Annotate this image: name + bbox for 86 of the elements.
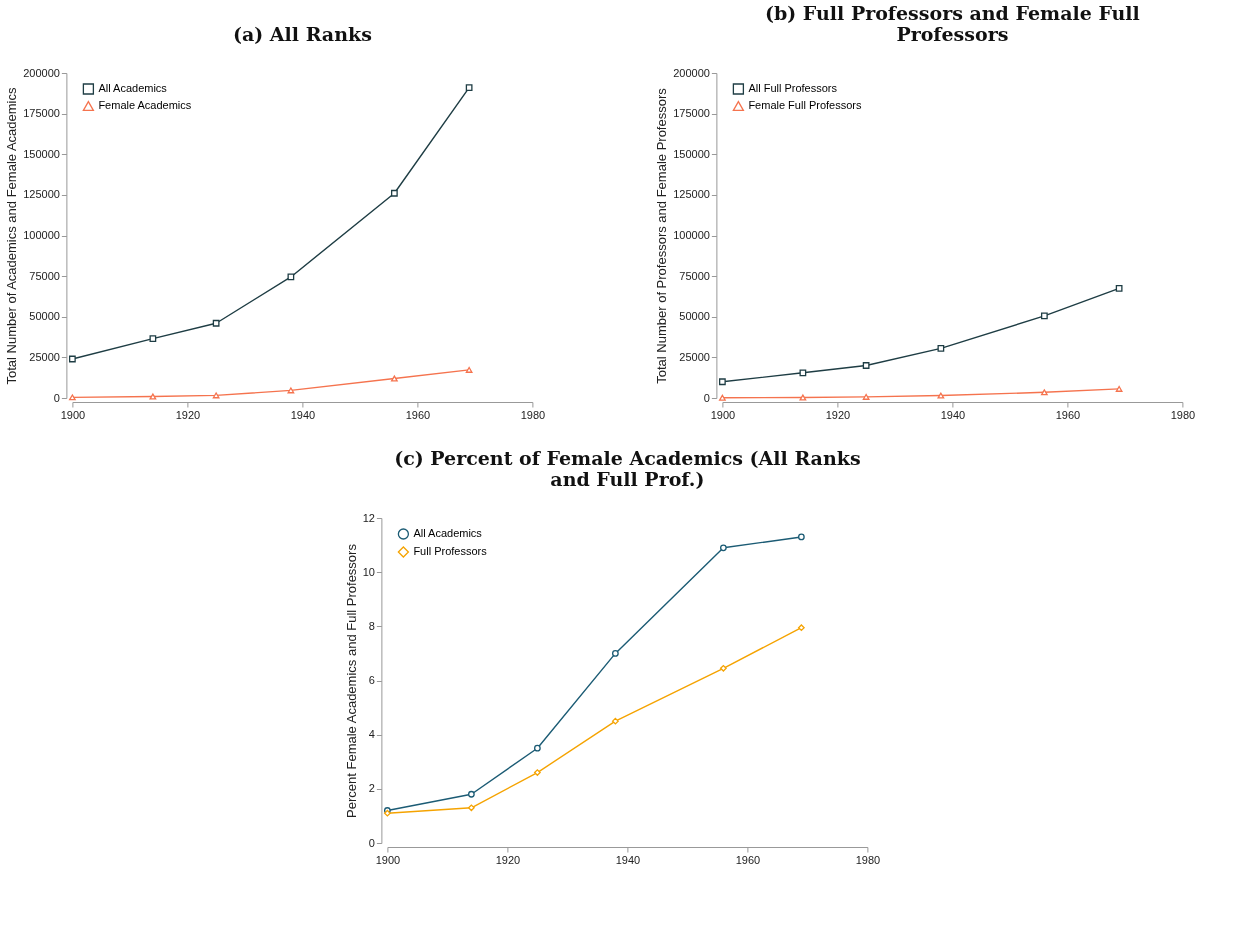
point — [1040, 389, 1048, 396]
point — [611, 650, 619, 657]
point — [611, 717, 619, 725]
legend-label: Female Academics — [98, 99, 192, 111]
y-tick-label: 200000 — [23, 66, 60, 79]
x-tick-label: 1900 — [60, 408, 86, 421]
point — [149, 393, 157, 400]
y-tick-label: 0 — [53, 391, 60, 404]
y-tick-label: 25000 — [29, 350, 60, 363]
point — [799, 394, 807, 401]
x-tick-label: 1980 — [520, 408, 546, 421]
y-tick-label: 175000 — [673, 107, 710, 120]
point — [797, 624, 805, 632]
legend-label: Full Professors — [413, 545, 488, 557]
y-tick-label: 150000 — [673, 147, 710, 160]
y-tick-label: 150000 — [23, 147, 60, 160]
point — [465, 366, 473, 373]
point — [1115, 284, 1123, 292]
chart-title: (c) Percent of Female Academics (All Ranks and Full Prof.) — [394, 447, 861, 490]
point — [719, 544, 727, 552]
x-tick-label: 1960 — [405, 408, 431, 421]
point — [533, 769, 541, 776]
point — [465, 84, 473, 92]
point — [68, 394, 76, 401]
point — [1040, 312, 1048, 320]
chart-title: (a) All Ranks — [232, 23, 372, 45]
legend-label: All Academics — [98, 82, 168, 94]
point — [467, 790, 475, 798]
legend-label: All Academics — [413, 527, 483, 539]
x-tick-label: 1920 — [495, 853, 521, 866]
y-tick-label: 125000 — [23, 188, 60, 201]
x-tick-label: 1960 — [735, 853, 761, 866]
x-tick-label: 1900 — [375, 853, 401, 866]
y-tick-label: 12 — [362, 511, 375, 524]
point — [937, 392, 945, 399]
y-tick-label: 2 — [368, 782, 375, 795]
y-tick-label: 75000 — [679, 269, 710, 282]
y-axis-title: Total Number of Academics and Female Academics — [4, 87, 20, 385]
point — [533, 744, 541, 752]
x-tick-label: 1980 — [1170, 408, 1196, 421]
point — [149, 335, 157, 343]
x-tick-label: 1940 — [615, 853, 641, 866]
point — [212, 319, 220, 327]
point — [862, 393, 870, 400]
point — [1115, 385, 1123, 392]
y-tick-label: 0 — [368, 836, 375, 849]
y-tick-label: 50000 — [679, 310, 710, 323]
point — [937, 345, 945, 352]
y-tick-label: 0 — [703, 391, 710, 404]
point — [68, 355, 76, 363]
y-tick-label: 6 — [368, 674, 375, 686]
point — [799, 369, 807, 377]
y-tick-label: 50000 — [29, 310, 60, 323]
point — [862, 362, 870, 369]
x-tick-label: 1920 — [825, 408, 851, 421]
x-tick-label: 1940 — [940, 408, 966, 421]
x-tick-label: 1980 — [855, 853, 881, 866]
y-tick-label: 4 — [368, 728, 375, 741]
y-tick-label: 10 — [362, 565, 375, 578]
point — [390, 189, 398, 197]
y-axis-title: Total Number of Professors and Female Professors — [654, 87, 670, 384]
x-tick-label: 1920 — [175, 408, 201, 421]
point — [797, 533, 805, 541]
point — [212, 392, 220, 399]
point — [718, 394, 726, 401]
y-tick-label: 175000 — [23, 107, 60, 120]
y-axis-title: Percent Female Academics and Full Professors — [343, 543, 359, 818]
y-tick-label: 8 — [368, 619, 375, 632]
y-tick-label: 200000 — [673, 66, 710, 79]
point — [467, 804, 475, 812]
x-tick-label: 1960 — [1055, 408, 1081, 421]
y-tick-label: 100000 — [23, 229, 60, 241]
point — [287, 273, 295, 281]
point — [718, 378, 726, 386]
x-tick-label: 1940 — [290, 408, 316, 421]
legend-label: All Full Professors — [748, 82, 838, 94]
point — [287, 387, 295, 394]
y-tick-label: 125000 — [673, 188, 710, 201]
x-tick-label: 1900 — [710, 408, 736, 421]
legend-label: Female Full Professors — [748, 99, 862, 111]
y-tick-label: 75000 — [29, 269, 60, 282]
point — [719, 664, 727, 672]
point — [390, 375, 398, 382]
y-tick-label: 100000 — [673, 229, 710, 241]
chart-title: (b) Full Professors and Female Full Professors — [764, 2, 1140, 45]
y-tick-label: 25000 — [679, 350, 710, 363]
